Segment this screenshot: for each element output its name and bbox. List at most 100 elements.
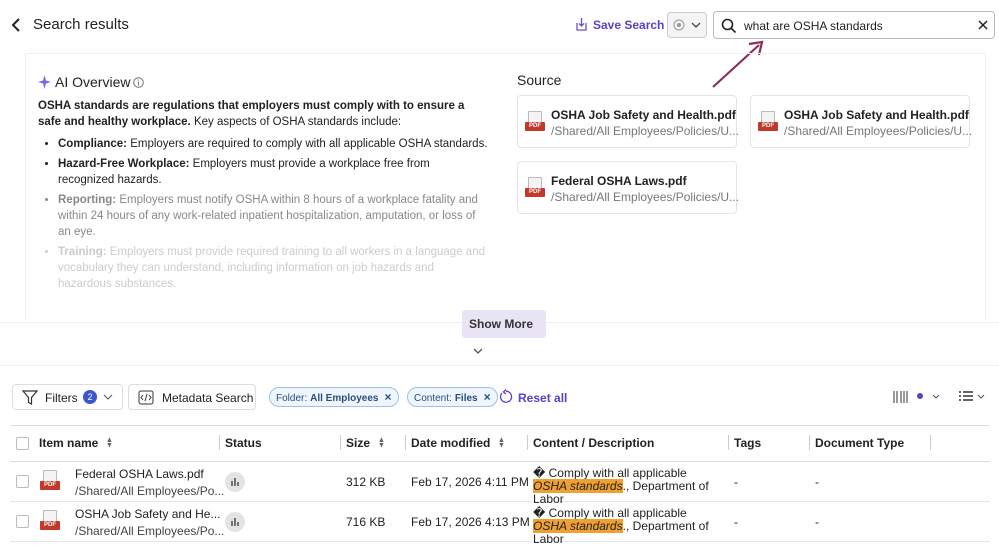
pdf-badge: PDF: [758, 122, 778, 131]
column-header[interactable]: Document Type: [815, 436, 905, 450]
filters-button[interactable]: Filters 2: [12, 384, 123, 410]
pdf-icon: PDF: [525, 177, 545, 201]
chip-remove[interactable]: ×: [384, 390, 392, 404]
status-icon: [225, 512, 245, 532]
column-header[interactable]: Tags: [734, 436, 762, 450]
date-modified: Feb 17, 2026 4:13 PM: [411, 515, 530, 529]
select-all-checkbox[interactable]: [16, 437, 29, 450]
pdf-icon: PDF: [525, 111, 545, 135]
row-checkbox[interactable]: [16, 475, 29, 488]
ai-overview-panel: [25, 53, 986, 321]
metadata-search-label: Metadata Search: [162, 391, 254, 405]
item-text: Employers are required to comply with al…: [127, 138, 488, 150]
filter-chip[interactable]: Folder: All Employees ×: [269, 387, 399, 407]
back-icon[interactable]: [10, 17, 24, 33]
mode-dropdown[interactable]: [667, 12, 707, 38]
status-icon: [225, 472, 245, 492]
intro-bold: OSHA standards are regulations that empl…: [38, 100, 465, 128]
content-prefix: � Comply with all applicable: [533, 466, 687, 480]
item-term: Hazard-Free Workplace:: [58, 158, 190, 170]
column-header[interactable]: Item name: [39, 436, 99, 450]
overview-text: OSHA standards are regulations that empl…: [38, 98, 488, 288]
row-border: [10, 541, 990, 542]
file-name: OSHA Job Safety and Health.pdf: [551, 108, 736, 122]
show-more-label: Show More: [469, 317, 534, 331]
file-path: /Shared/All Employees/Policies/U...: [551, 124, 740, 138]
pdf-badge: PDF: [525, 188, 545, 197]
view-controls[interactable]: [892, 389, 992, 405]
pdf-badge: PDF: [525, 122, 545, 131]
search-box[interactable]: what are OSHA standards: [713, 11, 995, 39]
item-name[interactable]: OSHA Job Safety and He...: [75, 507, 221, 521]
content-description: � Comply with all applicable OSHA standa…: [533, 507, 723, 546]
column-header[interactable]: Status: [225, 436, 262, 450]
tags: -: [734, 475, 738, 489]
sort-icon: ▲ ▼: [497, 434, 506, 450]
search-icon: [721, 18, 737, 34]
divider: [0, 365, 999, 366]
size: 716 KB: [346, 515, 386, 529]
content-prefix: � Comply with all applicable: [533, 506, 687, 520]
table-border: [10, 461, 990, 462]
column-header[interactable]: Size: [346, 436, 371, 450]
reset-all-button[interactable]: Reset all: [518, 391, 568, 405]
item-text: Employers must provide required training…: [58, 246, 485, 288]
content-highlight: OSHA standards: [533, 479, 623, 493]
page-title: Search results: [33, 16, 129, 33]
annotation-arrow: [712, 40, 764, 88]
pdf-badge: PDF: [40, 481, 60, 490]
source-card[interactable]: PDF OSHA Job Safety and Health.pdf/Shared…: [750, 95, 973, 148]
tags: -: [734, 515, 738, 529]
source-card[interactable]: PDF Federal OSHA Laws.pdf/Shared/All Empl…: [517, 161, 739, 214]
item-path: /Shared/All Employees/Po...: [75, 524, 225, 538]
item-path: /Shared/All Employees/Po...: [75, 484, 225, 498]
item-term: Reporting:: [58, 194, 117, 206]
metadata-search-button[interactable]: Metadata Search: [128, 384, 256, 410]
filter-count: 2: [83, 390, 97, 404]
overview-item: Hazard-Free Workplace: Employers must pr…: [58, 156, 488, 188]
reset-icon: [499, 389, 513, 403]
table-border: [10, 425, 990, 426]
filter-chip[interactable]: Content: Files ×: [407, 387, 498, 407]
column-divider: [340, 435, 341, 450]
clear-icon[interactable]: [978, 20, 988, 30]
source-card[interactable]: PDF OSHA Job Safety and Health.pdf/Shared…: [517, 95, 740, 148]
column-divider: [728, 435, 729, 450]
item-term: Training:: [58, 246, 107, 258]
content-suffix: ., Department of Labor: [533, 519, 709, 546]
column-divider: [930, 435, 931, 450]
sort-icon: ▲ ▼: [377, 434, 386, 450]
filters-label: Filters: [45, 391, 78, 405]
chip-value: All Employees: [310, 393, 379, 404]
size: 312 KB: [346, 475, 386, 489]
column-header[interactable]: Date modified: [411, 436, 491, 450]
row-border: [10, 501, 990, 502]
pdf-icon: PDF: [758, 111, 778, 135]
item-text: Employers must notify OSHA within 8 hour…: [58, 194, 478, 238]
chip-label: Content:: [414, 393, 452, 404]
pdf-icon: PDF: [40, 470, 60, 494]
chip-label: Folder:: [276, 393, 308, 404]
item-term: Compliance:: [58, 138, 128, 150]
pdf-icon: PDF: [40, 510, 60, 534]
search-query: what are OSHA standards: [744, 19, 883, 33]
show-more-button[interactable]: Show More: [462, 310, 546, 354]
column-header[interactable]: Content / Description: [533, 436, 655, 450]
overview-item: Compliance: Employers are required to co…: [58, 136, 488, 152]
file-name: OSHA Job Safety and Health.pdf: [784, 108, 969, 122]
save-icon: [576, 18, 587, 31]
overview-item: Reporting: Employers must notify OSHA wi…: [58, 192, 488, 240]
file-path: /Shared/All Employees/Policies/U...: [784, 124, 973, 138]
content-suffix: ., Department of Labor: [533, 479, 709, 506]
row-checkbox[interactable]: [16, 515, 29, 528]
save-search-button[interactable]: Save Search: [593, 18, 665, 32]
chip-value: Files: [454, 393, 478, 404]
sort-icon: ▲ ▼: [105, 434, 114, 450]
item-name[interactable]: Federal OSHA Laws.pdf: [75, 467, 204, 481]
chip-remove[interactable]: ×: [483, 390, 491, 404]
document-type: -: [815, 475, 819, 489]
column-divider: [219, 435, 220, 450]
column-divider: [405, 435, 406, 450]
overview-title: AI Overview: [55, 74, 131, 90]
